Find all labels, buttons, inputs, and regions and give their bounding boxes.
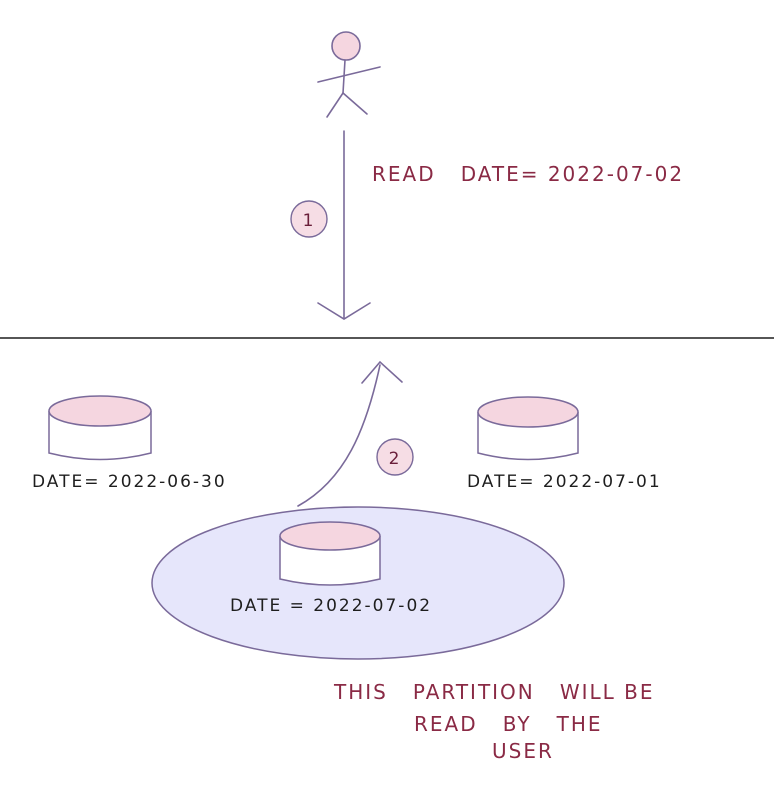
step-1-number: 1 bbox=[303, 211, 316, 231]
note-line-1: THIS PARTITION WILL BE bbox=[333, 680, 655, 704]
partition-selected-label: DATE = 2022-07-02 bbox=[230, 596, 432, 616]
partition-left-label: DATE= 2022-06-30 bbox=[32, 472, 227, 492]
partition-return-arrow bbox=[297, 360, 403, 507]
query-text: READ DATE= 2022-07-02 bbox=[372, 162, 684, 186]
partition-db-right bbox=[477, 396, 579, 461]
partition-db-left bbox=[48, 395, 152, 461]
stick-figure-user-icon bbox=[317, 31, 381, 118]
partition-right-label: DATE= 2022-07-01 bbox=[467, 472, 662, 492]
step-2-number: 2 bbox=[389, 449, 402, 469]
note-line-2: READ BY THE bbox=[414, 712, 603, 736]
step-2-badge: 2 bbox=[376, 438, 414, 476]
note-line-3: USER bbox=[492, 739, 554, 763]
read-request-arrow bbox=[317, 130, 371, 320]
step-1-badge: 1 bbox=[290, 200, 328, 238]
partition-db-selected bbox=[279, 521, 381, 586]
